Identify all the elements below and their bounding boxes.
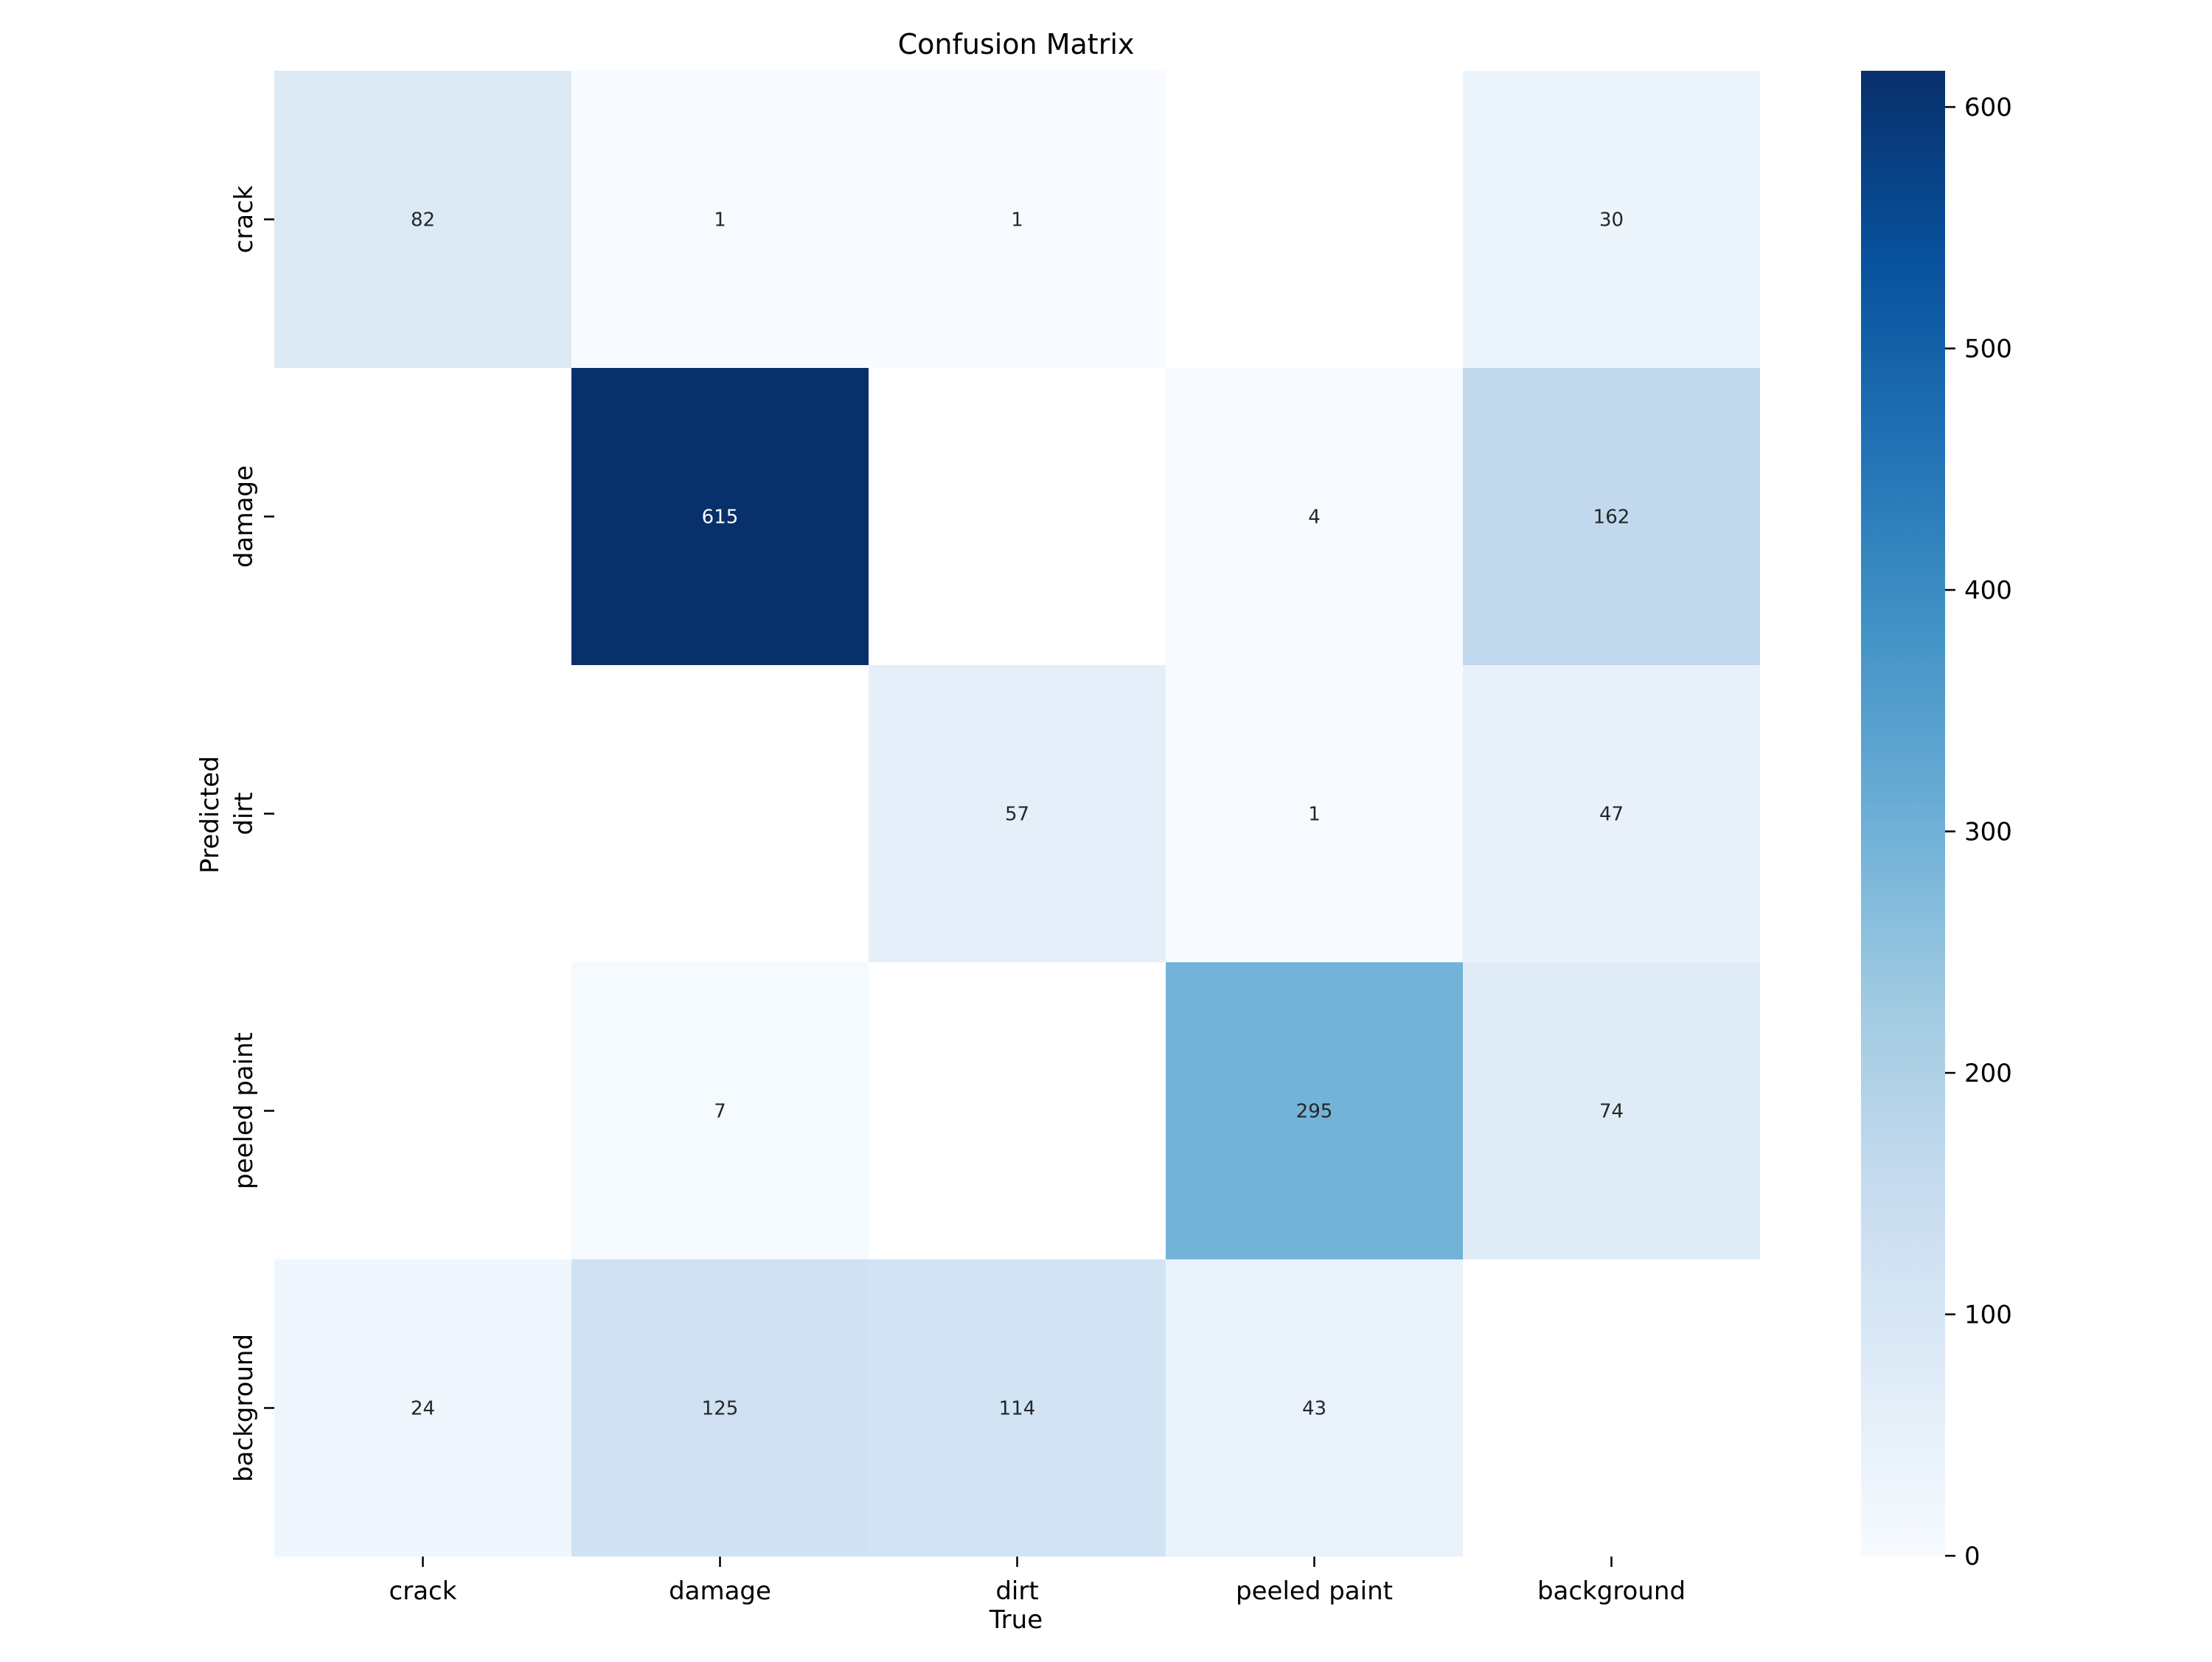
y-tick-label-peeled-paint: peeled paint	[229, 1032, 259, 1189]
cell-crack-background	[1463, 71, 1760, 368]
cell-dirt-crack	[274, 665, 571, 962]
colorbar-tick-label-200: 200	[1964, 1059, 2012, 1088]
colorbar-tick-label-500: 500	[1964, 335, 2012, 364]
x-axis: crack damage dirt peeled paint background	[389, 1557, 1686, 1606]
cell-value-label: 74	[1599, 1101, 1624, 1123]
cell-crack-crack	[274, 71, 571, 368]
cell-damage-peeled-paint	[1166, 368, 1463, 665]
cell-value-label: 43	[1302, 1398, 1326, 1420]
heatmap-cells	[274, 71, 1760, 1557]
y-axis-label: Predicted	[195, 756, 225, 874]
cell-background-crack	[274, 1259, 571, 1557]
cell-peeled-paint-peeled-paint	[1166, 962, 1463, 1259]
cell-damage-crack	[274, 368, 571, 665]
cell-value-label: 125	[702, 1398, 739, 1420]
cell-dirt-dirt	[869, 665, 1166, 962]
cell-value-label: 295	[1296, 1101, 1333, 1123]
cell-value-label: 47	[1599, 804, 1624, 826]
x-axis-label: True	[989, 1605, 1043, 1635]
cell-value-label: 114	[999, 1398, 1036, 1420]
cell-value-label: 82	[411, 209, 435, 232]
cell-background-background	[1463, 1259, 1760, 1557]
cell-value-label: 1	[1308, 804, 1321, 826]
x-tick-label-damage: damage	[669, 1576, 771, 1606]
cell-value-label: 57	[1005, 804, 1029, 826]
cell-value-label: 162	[1593, 507, 1630, 529]
colorbar: 0 100 200 300 400 500 600	[1861, 71, 2012, 1571]
cell-damage-dirt	[869, 368, 1166, 665]
colorbar-tick-label-100: 100	[1964, 1301, 2012, 1330]
cell-damage-damage	[571, 368, 869, 665]
cell-peeled-paint-crack	[274, 962, 571, 1259]
heatmap-cell-labels: 82 1 1 30 615 4 162 57 1 47 7 295 74 24 125 114 43	[411, 209, 1630, 1420]
cell-crack-dirt	[869, 71, 1166, 368]
cell-value-label: 30	[1599, 209, 1624, 232]
colorbar-tick-label-400: 400	[1964, 576, 2012, 605]
cell-dirt-peeled-paint	[1166, 665, 1463, 962]
cell-background-dirt	[869, 1259, 1166, 1557]
x-tick-label-peeled-paint: peeled paint	[1236, 1576, 1393, 1606]
cell-peeled-paint-damage	[571, 962, 869, 1259]
y-tick-label-background: background	[229, 1334, 259, 1482]
cell-crack-damage	[571, 71, 869, 368]
chart-title: Confusion Matrix	[898, 28, 1135, 60]
y-axis: crack damage dirt peeled paint background	[229, 185, 274, 1482]
cell-value-label: 24	[411, 1398, 435, 1420]
cell-peeled-paint-dirt	[869, 962, 1166, 1259]
x-tick-label-dirt: dirt	[995, 1576, 1038, 1606]
y-tick-label-dirt: dirt	[229, 792, 259, 835]
cell-value-label: 615	[702, 507, 739, 529]
y-tick-label-damage: damage	[229, 465, 259, 568]
cell-damage-background	[1463, 368, 1760, 665]
cell-peeled-paint-background	[1463, 962, 1760, 1259]
cell-background-peeled-paint	[1166, 1259, 1463, 1557]
cell-value-label: 4	[1308, 507, 1321, 529]
cell-value-label: 7	[714, 1101, 726, 1123]
colorbar-tick-label-0: 0	[1964, 1542, 1980, 1571]
cell-crack-peeled-paint	[1166, 71, 1463, 368]
colorbar-gradient	[1861, 71, 1945, 1556]
cell-dirt-background	[1463, 665, 1760, 962]
cell-dirt-damage	[571, 665, 869, 962]
x-tick-label-background: background	[1537, 1576, 1686, 1606]
colorbar-tick-label-600: 600	[1964, 93, 2012, 122]
cell-background-damage	[571, 1259, 869, 1557]
colorbar-tick-label-300: 300	[1964, 818, 2012, 847]
cell-value-label: 1	[714, 209, 726, 232]
x-tick-label-crack: crack	[389, 1576, 457, 1606]
y-tick-label-crack: crack	[229, 185, 259, 253]
cell-value-label: 1	[1011, 209, 1023, 232]
